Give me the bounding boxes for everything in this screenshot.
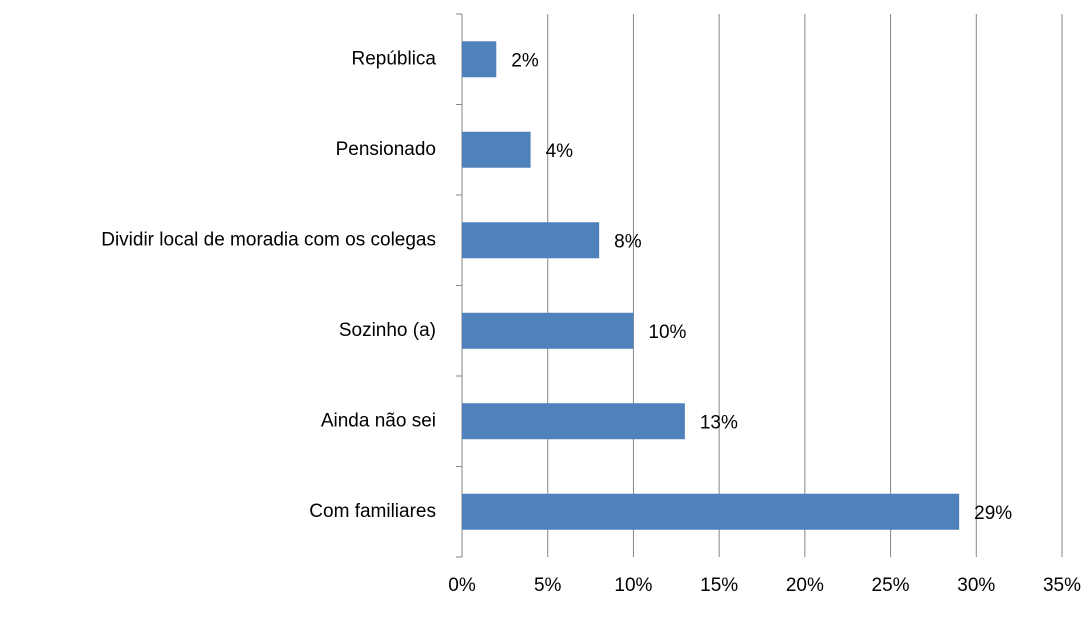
x-tick-label: 15% [700,575,738,596]
data-label: 4% [546,141,574,162]
data-label: 2% [511,50,539,71]
data-label: 8% [614,231,642,252]
x-tick-label: 30% [957,575,995,596]
y-tick-label: Pensionado [336,139,436,160]
bar [462,41,497,78]
x-tick-label: 35% [1043,575,1081,596]
y-tick-label: Sozinho (a) [339,320,436,341]
y-tick-label: Dividir local de moradia com os colegas [101,229,436,250]
x-tick-label: 5% [534,575,562,596]
x-tick-label: 25% [872,575,910,596]
bar [462,403,685,440]
y-tick-label: Ainda não sei [321,410,436,431]
bar [462,493,960,530]
data-label: 29% [974,503,1012,524]
data-label: 10% [648,322,686,343]
bar [462,312,634,349]
x-tick-label: 0% [448,575,476,596]
x-tick-label: 10% [614,575,652,596]
x-tick-label: 20% [786,575,824,596]
bar [462,131,531,168]
y-tick-label: Com familiares [309,501,436,522]
y-tick-label: República [352,48,437,69]
bar [462,222,600,259]
data-label: 13% [700,412,738,433]
